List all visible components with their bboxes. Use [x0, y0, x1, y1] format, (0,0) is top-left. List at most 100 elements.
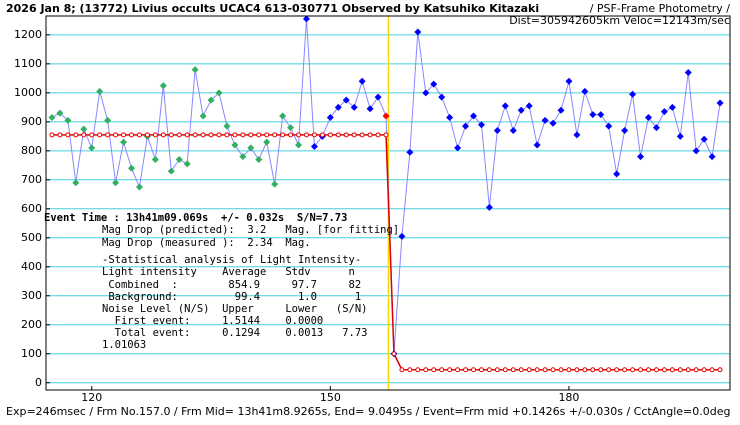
data-point [398, 232, 406, 240]
model-point [486, 367, 492, 373]
model-point [375, 132, 381, 138]
model-point [335, 132, 341, 138]
data-line [162, 85, 172, 172]
model-point [73, 132, 79, 138]
model-point [558, 367, 564, 373]
data-point [422, 89, 430, 97]
data-point [700, 135, 708, 143]
model-point [383, 132, 389, 138]
model-point [57, 132, 63, 138]
model-point [89, 132, 95, 138]
model-point [661, 367, 667, 373]
data-line [624, 94, 634, 131]
annotation: Noise Level (N/S) Upper Lower (S/N) [102, 303, 368, 315]
model-point [240, 132, 246, 138]
data-point [88, 144, 96, 152]
data-point [223, 122, 231, 130]
x-tick-label: 150 [320, 391, 341, 404]
model-point [717, 367, 723, 373]
data-point [191, 66, 199, 74]
data-line [274, 115, 284, 185]
x-tick-label: 180 [558, 391, 579, 404]
data-line [449, 117, 459, 149]
model-point [677, 367, 683, 373]
model-point [129, 132, 134, 138]
data-line [377, 96, 387, 117]
data-point [406, 148, 414, 156]
data-line [496, 105, 506, 131]
data-point [684, 69, 692, 77]
model-point [518, 367, 524, 373]
y-tick-label: 600 [21, 202, 42, 215]
data-point [310, 142, 318, 150]
data-point [263, 138, 271, 146]
data-point [470, 112, 477, 120]
model-point [144, 132, 150, 138]
model-point [526, 367, 532, 373]
model-point [598, 367, 604, 373]
data-point [549, 119, 557, 127]
model-point [272, 132, 278, 138]
data-line [632, 94, 642, 157]
model-point [359, 132, 365, 138]
annotation: 1.01063 [102, 339, 146, 351]
model-point [121, 132, 127, 138]
annotation: Mag Drop (measured ): 2.34 Mag. [102, 237, 311, 249]
data-line [186, 69, 196, 164]
data-point [350, 103, 358, 111]
data-point [302, 15, 310, 23]
data-point [613, 170, 621, 178]
y-tick-label: 1100 [14, 57, 42, 70]
model-point [415, 367, 421, 373]
model-point [447, 367, 453, 373]
model-point [550, 367, 556, 373]
plot-frame [45, 15, 731, 391]
data-point [199, 112, 207, 120]
data-point [80, 125, 88, 133]
data-line [138, 136, 148, 188]
data-line [146, 136, 156, 160]
data-line [266, 142, 276, 185]
model-point [685, 367, 691, 373]
y-tick-label: 100 [21, 347, 42, 360]
data-point [255, 156, 263, 164]
data-point [430, 80, 438, 88]
data-line [655, 111, 665, 128]
model-point [423, 367, 429, 373]
chart-subtitle: / PSF-Frame Photometry / [590, 2, 731, 15]
data-line [576, 91, 586, 135]
data-point [279, 112, 287, 120]
data-point [509, 127, 517, 135]
data-point [597, 111, 605, 119]
y-tick-label: 900 [21, 115, 42, 128]
annotation: Combined : 854.9 97.7 82 [102, 279, 361, 291]
data-point [589, 111, 597, 119]
model-point [311, 132, 317, 138]
model-point [192, 132, 198, 138]
model-point [176, 132, 182, 138]
model-point [97, 132, 103, 138]
data-line [679, 72, 689, 137]
data-line [504, 105, 514, 131]
model-point [478, 367, 484, 373]
data-line [115, 142, 125, 183]
data-line [353, 81, 363, 108]
y-tick-label: 400 [21, 260, 42, 273]
model-point [566, 367, 572, 373]
data-point [541, 116, 549, 124]
data-point [573, 131, 581, 139]
data-point [621, 127, 629, 135]
model-point [280, 132, 286, 138]
data-line [584, 91, 594, 115]
model-point [510, 367, 516, 373]
data-line [433, 83, 443, 98]
data-line [131, 168, 140, 188]
data-point [414, 28, 422, 36]
data-point [271, 180, 279, 188]
data-line [305, 18, 315, 147]
footer: Exp=246msec / Frm No.157.0 / Frm Mid= 13… [6, 405, 730, 418]
data-point [525, 102, 533, 110]
y-tick-label: 1200 [14, 28, 42, 41]
data-point [454, 144, 462, 152]
